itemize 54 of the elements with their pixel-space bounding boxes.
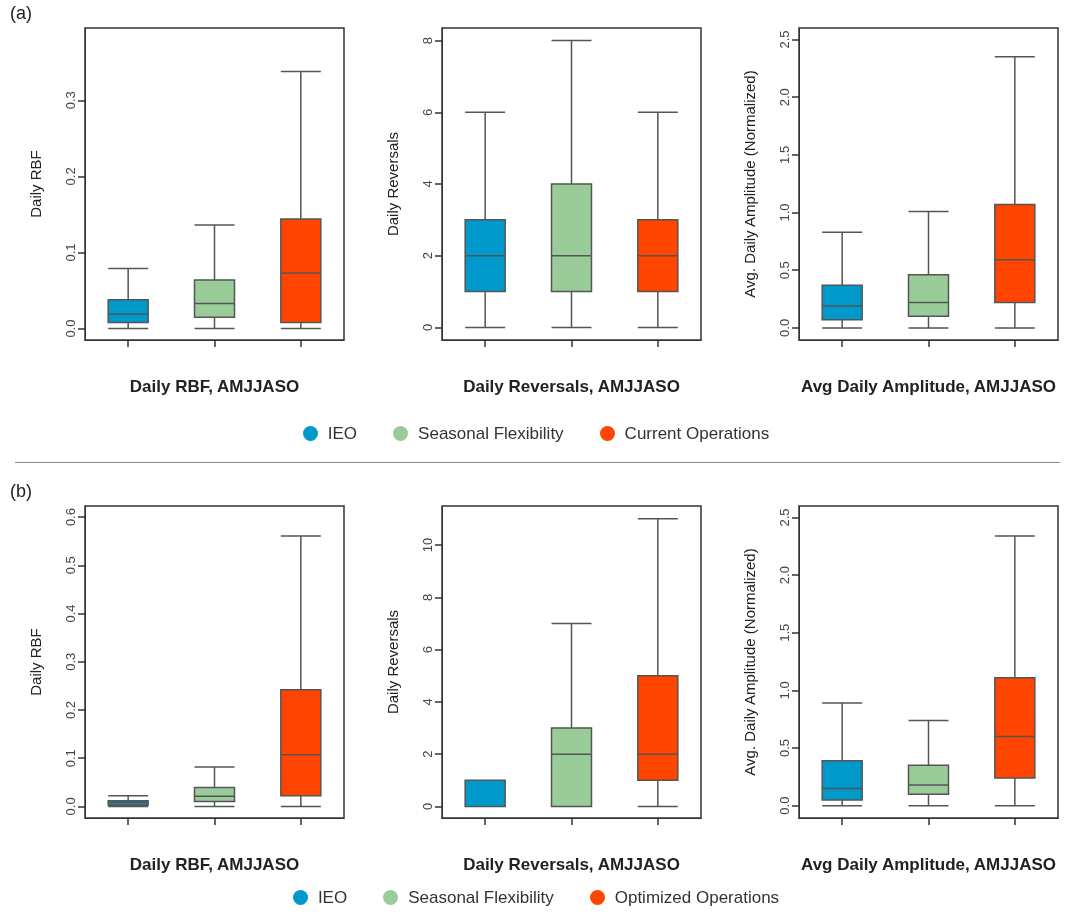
y-axis-title: Daily Reversals [384, 131, 401, 237]
y-tick-label: 0.5 [777, 739, 792, 758]
y-tick-label: 0.0 [63, 797, 78, 816]
text: (b) [10, 481, 32, 501]
x-axis-title: Avg Daily Amplitude, AMJJASO [800, 377, 1057, 396]
y-tick-label: 6 [420, 108, 435, 116]
x-axis-title: Daily Reversals, AMJJASO [463, 855, 680, 874]
y-tick-label: 10 [420, 537, 435, 553]
y-tick-label: 2.5 [777, 30, 792, 49]
y-tick-label: 1.0 [777, 203, 792, 222]
legend-label: Seasonal Flexibility [418, 424, 564, 443]
y-tick-label: 6 [420, 645, 435, 654]
y-axis-title: Avg. Daily Amplitude (Normalized) [741, 548, 758, 776]
y-tick-label: 0 [420, 802, 435, 811]
y-tick-label: 0.3 [63, 91, 78, 110]
y-tick-label: 0.0 [63, 319, 78, 338]
y-tick-label: 1.5 [777, 623, 792, 642]
y-tick-label: 0.5 [777, 261, 792, 280]
y-tick-label: 1.5 [777, 145, 792, 164]
y-tick-label: 0.0 [777, 796, 792, 815]
y-tick-label: 0 [420, 323, 435, 332]
legend-label: Current Operations [624, 424, 770, 443]
y-tick-label: 0.1 [63, 243, 78, 262]
y-tick-label: 2 [420, 252, 435, 260]
y-tick-label: 0.4 [63, 604, 78, 623]
y-tick-label: 4 [420, 698, 435, 706]
y-tick-label: 4 [420, 180, 435, 188]
legend-label: IEO [317, 888, 348, 907]
y-axis-title: Daily Reversals [384, 609, 401, 715]
x-axis-title: Avg Daily Amplitude, AMJJASO [800, 855, 1057, 874]
y-tick-label: 1.0 [777, 681, 792, 700]
x-axis-title: Daily RBF, AMJJASO [129, 377, 300, 396]
y-tick-label: 2.0 [777, 566, 792, 585]
legend-label: Optimized Operations [614, 888, 780, 907]
y-tick-label: 8 [420, 36, 435, 45]
y-tick-label: 0.2 [63, 700, 78, 720]
y-tick-label: 0.2 [63, 167, 78, 186]
text: (a) [10, 3, 32, 23]
y-tick-label: 2.5 [777, 508, 792, 527]
y-tick-label: 8 [420, 593, 435, 601]
y-axis-title: Daily RBF [27, 150, 44, 218]
y-tick-label: 2.0 [777, 88, 792, 107]
x-axis-title: Daily RBF, AMJJASO [129, 855, 300, 874]
y-tick-label: 0.1 [63, 749, 78, 768]
y-tick-label: 0.6 [63, 508, 78, 527]
y-axis-title: Avg. Daily Amplitude (Normalized) [741, 70, 758, 298]
legend-label: Seasonal Flexibility [408, 888, 554, 907]
y-tick-label: 2 [420, 750, 435, 758]
y-tick-label: 0.0 [777, 318, 792, 337]
y-tick-label: 0.5 [63, 556, 78, 575]
y-axis-title: Daily RBF [27, 628, 44, 696]
legend-label: IEO [327, 424, 358, 443]
x-axis-title: Daily Reversals, AMJJASO [463, 377, 680, 396]
y-tick-label: 0.3 [63, 652, 78, 671]
